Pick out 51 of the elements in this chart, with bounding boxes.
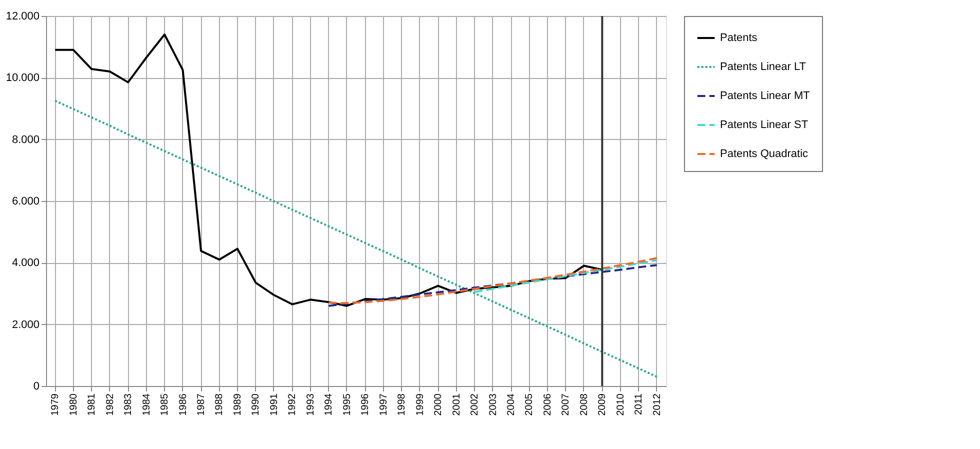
y-tick-label: 4.000 (12, 257, 40, 270)
x-tick-label: 1990 (250, 393, 262, 416)
legend-label: Patents Linear ST (720, 119, 808, 131)
x-tick-label: 1995 (342, 393, 353, 416)
x-tick-label: 1997 (378, 393, 390, 416)
x-tick-label: 2007 (560, 393, 572, 416)
legend-label: Patents Linear LT (720, 61, 806, 73)
x-tick-label: 1983 (123, 393, 134, 416)
x-tick-label: 2008 (578, 393, 590, 416)
legend-label: Patents (720, 32, 758, 44)
x-tick-label: 2003 (488, 393, 499, 416)
x-tick-label: 1996 (360, 393, 372, 416)
x-tick-label: 2005 (524, 393, 536, 416)
x-tick-label: 1986 (178, 393, 189, 416)
line-series (54, 34, 604, 307)
legend-label: Patents Quadratic (720, 148, 809, 160)
x-tick-label: 2010 (615, 393, 626, 416)
x-tick-label: 1998 (396, 393, 408, 416)
x-tick-label: 2006 (542, 393, 554, 416)
line-series (328, 257, 658, 304)
y-tick-label: 10.000 (6, 72, 40, 84)
x-tick-label: 1982 (104, 393, 116, 416)
x-tick-label: 1999 (414, 393, 426, 416)
x-tick-label: 1981 (86, 393, 98, 416)
x-tick-label: 1991 (268, 393, 280, 416)
line-series (474, 259, 658, 293)
y-tick-label: 2.000 (12, 318, 40, 331)
x-tick-label: 1993 (305, 393, 316, 416)
x-tick-label: 1980 (68, 393, 80, 416)
x-tick-label: 1984 (141, 393, 152, 416)
x-tick-label: 1989 (232, 393, 244, 416)
x-tick-label: 1992 (287, 393, 298, 416)
legend-label: Patents Linear MT (720, 90, 810, 102)
y-tick-label: 0 (33, 380, 40, 392)
x-tick-label: 1985 (160, 393, 171, 416)
x-tick-label: 1987 (196, 393, 207, 416)
y-tick-label: 6.000 (12, 196, 40, 208)
x-tick-label: 2004 (506, 393, 517, 416)
x-tick-label: 2012 (652, 393, 663, 416)
x-tick-label: 2011 (634, 393, 645, 416)
x-tick-label: 1988 (214, 393, 226, 416)
x-tick-label: 2000 (433, 393, 444, 416)
line-series (54, 100, 658, 378)
x-tick-label: 2002 (470, 393, 481, 416)
x-tick-label: 2009 (597, 393, 608, 416)
line-series (328, 264, 658, 307)
x-tick-label: 2001 (451, 393, 462, 416)
x-tick-label: 1979 (50, 393, 62, 416)
y-tick-label: 8.000 (12, 134, 40, 146)
x-tick-label: 1994 (324, 393, 335, 416)
y-tick-label: 12.000 (6, 10, 40, 22)
